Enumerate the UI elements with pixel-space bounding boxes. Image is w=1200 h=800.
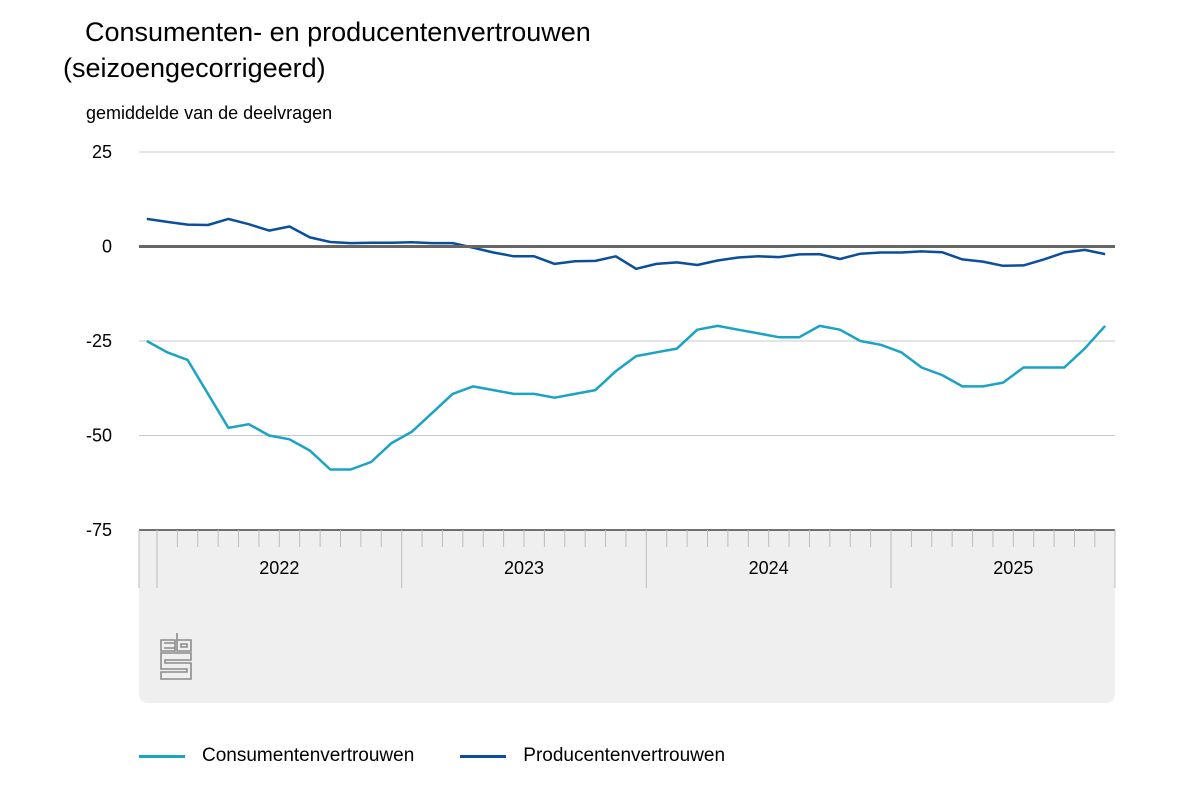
producer-confidence-line (146, 217, 1106, 271)
cbs-logo-icon (160, 633, 192, 680)
y-tick-label: -75 (86, 520, 112, 540)
legend: Consumentenvertrouwen Producentenvertrou… (139, 745, 771, 767)
x-year-label: 2024 (749, 558, 789, 578)
chart-subtitle: (seizoengecorrigeerd) (63, 53, 326, 83)
legend-item-consumer: Consumentenvertrouwen (139, 745, 414, 767)
legend-label-producer: Producentenvertrouwen (523, 745, 726, 766)
y-axis-label: gemiddelde van de deelvragen (86, 103, 333, 123)
y-tick-label: 0 (102, 237, 112, 257)
x-axis-band (139, 530, 1115, 703)
y-tick-label: -25 (86, 331, 112, 351)
y-tick-label: -50 (86, 426, 112, 446)
x-year-label: 2022 (259, 558, 299, 578)
legend-label-consumer: Consumentenvertrouwen (202, 745, 415, 766)
chart-title-text: Consumenten- en producentenvertrouwen (85, 17, 591, 47)
legend-swatch-consumer (139, 754, 185, 758)
legend-item-producer: Producentenvertrouwen (460, 745, 725, 767)
x-year-label: 2023 (504, 558, 544, 578)
consumer-confidence-line (146, 324, 1107, 471)
y-tick-label: 25 (92, 142, 112, 162)
chart-title: Consumenten- en producentenvertrouwen (s… (63, 14, 591, 86)
legend-swatch-producer (460, 754, 507, 758)
x-year-label: 2025 (993, 558, 1033, 578)
cbs-logo-stroke (176, 633, 192, 652)
cbs-logo-stroke (160, 639, 176, 652)
cbs-logo-stroke (160, 652, 192, 680)
